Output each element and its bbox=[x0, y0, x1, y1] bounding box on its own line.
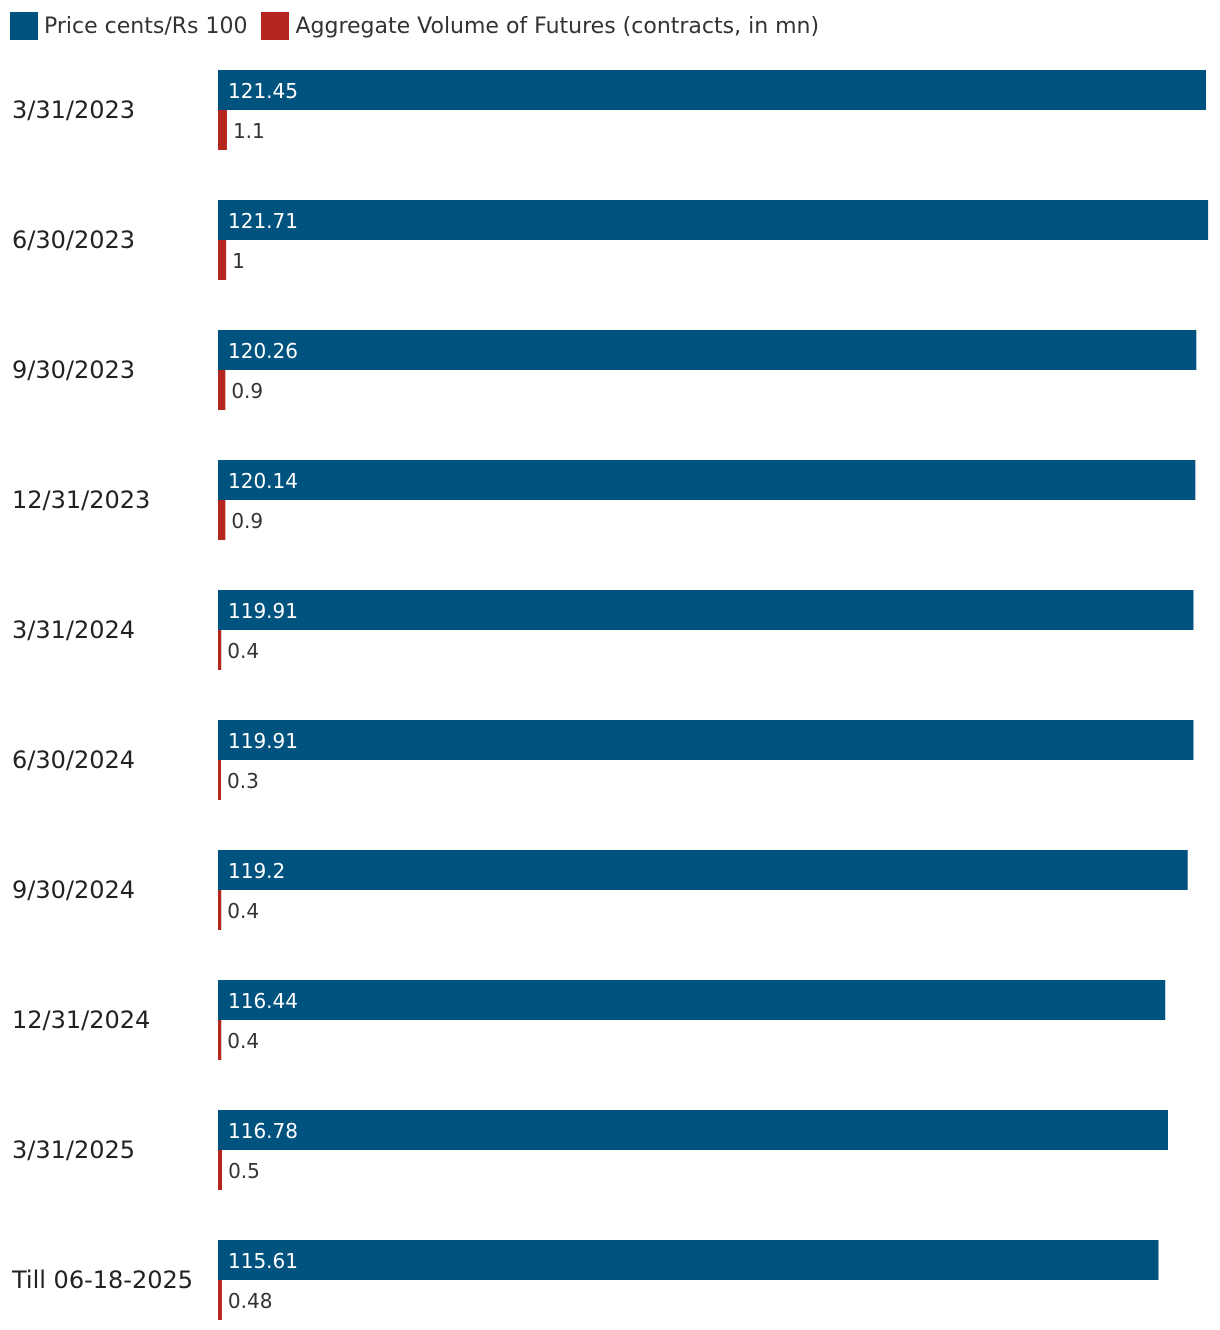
category-label: 6/30/2023 bbox=[12, 226, 135, 254]
volume-bar bbox=[218, 1150, 223, 1190]
price-data-label: 119.91 bbox=[228, 729, 298, 753]
price-data-label: 120.26 bbox=[228, 339, 298, 363]
volume-data-label: 1 bbox=[232, 249, 245, 273]
price-bar bbox=[218, 720, 1194, 760]
category-label: 12/31/2023 bbox=[12, 486, 150, 514]
volume-bar bbox=[218, 1020, 222, 1060]
price-data-label: 119.91 bbox=[228, 599, 298, 623]
price-bar bbox=[218, 70, 1206, 110]
category-label: 12/31/2024 bbox=[12, 1006, 150, 1034]
category-label: 3/31/2023 bbox=[12, 96, 135, 124]
category-label: 3/31/2024 bbox=[12, 616, 135, 644]
volume-data-label: 0.4 bbox=[227, 639, 259, 663]
volume-bar bbox=[218, 1280, 222, 1320]
volume-data-label: 0.5 bbox=[228, 1159, 260, 1183]
volume-data-label: 0.4 bbox=[227, 899, 259, 923]
price-bar bbox=[218, 1110, 1169, 1150]
volume-bar bbox=[218, 760, 221, 800]
volume-bar bbox=[218, 890, 222, 930]
price-data-label: 121.45 bbox=[228, 79, 298, 103]
price-data-label: 119.2 bbox=[228, 859, 285, 883]
legend-label-volume: Aggregate Volume of Futures (contracts, … bbox=[295, 13, 820, 39]
price-data-label: 116.78 bbox=[228, 1119, 298, 1143]
price-bar bbox=[218, 330, 1197, 370]
price-data-label: 121.71 bbox=[228, 209, 298, 233]
volume-bar bbox=[218, 630, 222, 670]
price-data-label: 115.61 bbox=[228, 1249, 298, 1273]
volume-data-label: 0.3 bbox=[227, 769, 259, 793]
volume-data-label: 0.4 bbox=[227, 1029, 259, 1053]
price-bar bbox=[218, 460, 1196, 500]
price-data-label: 120.14 bbox=[228, 469, 298, 493]
volume-bar bbox=[218, 500, 226, 540]
price-bar bbox=[218, 200, 1209, 240]
volume-data-label: 0.48 bbox=[228, 1289, 273, 1313]
legend-swatch-price bbox=[10, 12, 38, 40]
legend-swatch-volume bbox=[261, 12, 290, 40]
volume-bar bbox=[218, 370, 226, 410]
price-bar bbox=[218, 590, 1194, 630]
category-label: Till 06-18-2025 bbox=[11, 1266, 193, 1294]
category-label: 9/30/2023 bbox=[12, 356, 135, 384]
price-bar bbox=[218, 1240, 1159, 1280]
category-label: 3/31/2025 bbox=[12, 1136, 135, 1164]
volume-data-label: 0.9 bbox=[231, 509, 263, 533]
volume-bar bbox=[218, 240, 227, 280]
chart-legend: Price cents/Rs 100 Aggregate Volume of F… bbox=[10, 12, 833, 40]
legend-label-price: Price cents/Rs 100 bbox=[44, 13, 248, 39]
volume-bar bbox=[218, 110, 227, 150]
category-label: 9/30/2024 bbox=[12, 876, 135, 904]
volume-data-label: 1.1 bbox=[233, 119, 265, 143]
volume-data-label: 0.9 bbox=[231, 379, 263, 403]
category-label: 6/30/2024 bbox=[12, 746, 135, 774]
legend-item-price: Price cents/Rs 100 bbox=[10, 12, 247, 40]
price-bar bbox=[218, 850, 1188, 890]
price-bar bbox=[218, 980, 1166, 1020]
price-data-label: 116.44 bbox=[228, 989, 298, 1013]
legend-item-volume: Aggregate Volume of Futures (contracts, … bbox=[261, 12, 819, 40]
